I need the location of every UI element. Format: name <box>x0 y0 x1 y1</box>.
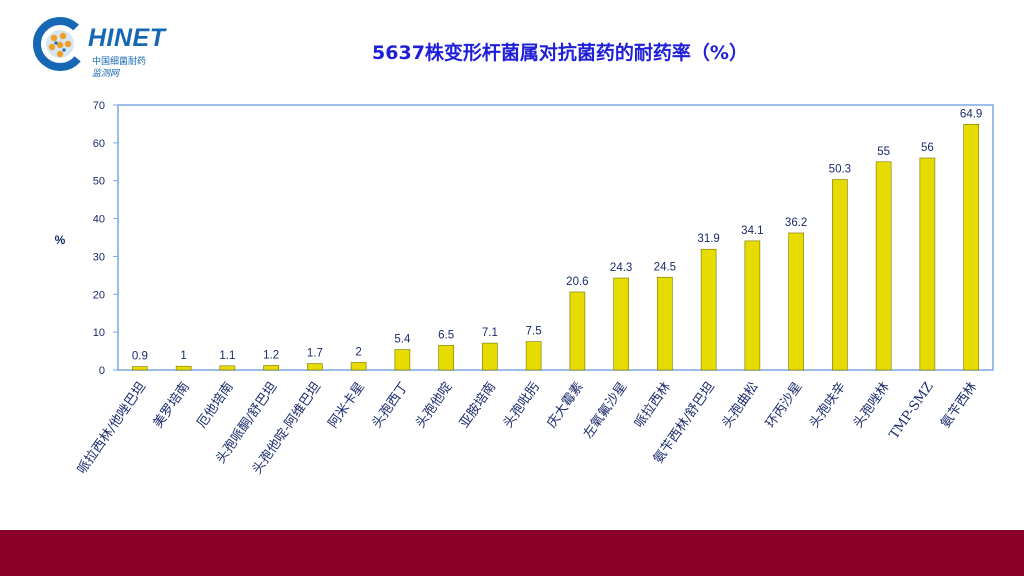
bar <box>788 232 804 371</box>
x-tick-label: 美罗培南 <box>150 379 193 431</box>
data-label: 6.5 <box>438 329 454 341</box>
bar <box>700 248 717 371</box>
x-tick-label: 头孢唑林 <box>850 379 893 431</box>
x-tick-label: TMP-SMZ <box>887 380 937 442</box>
y-axis-label: % <box>55 233 66 247</box>
bar <box>919 157 936 371</box>
x-tick-label: 头孢他啶 <box>413 380 455 431</box>
bar <box>875 161 892 371</box>
data-label: 1 <box>180 350 186 362</box>
y-tick-label: 20 <box>93 289 105 301</box>
x-tick-label: 头孢曲松 <box>720 380 762 431</box>
bar <box>219 365 236 371</box>
bar <box>350 362 367 371</box>
y-tick-label: 60 <box>93 138 105 150</box>
data-label: 2 <box>355 346 361 358</box>
y-tick-label: 0 <box>99 365 105 377</box>
data-label: 1.1 <box>219 350 235 362</box>
x-tick-label: 头孢西丁 <box>370 380 412 431</box>
data-label: 55 <box>877 146 890 158</box>
data-label: 7.5 <box>526 326 542 338</box>
y-tick-label: 40 <box>93 214 105 226</box>
bar <box>832 179 848 371</box>
data-label: 20.6 <box>566 276 588 288</box>
bar <box>307 363 323 371</box>
y-tick-label: 30 <box>93 251 105 263</box>
y-tick-label: 50 <box>93 176 105 188</box>
x-tick-label: 阿米卡星 <box>326 380 368 431</box>
x-tick-label: 厄他培南 <box>194 379 237 431</box>
x-tick-label: 左氧氟沙星 <box>581 380 631 442</box>
data-label: 5.4 <box>394 334 411 346</box>
x-tick-label: 头孢呋辛 <box>807 380 849 431</box>
data-label: 24.5 <box>654 261 676 273</box>
bar <box>132 366 148 371</box>
logo-subtitle-line1: 中国细菌耐药 <box>92 57 147 67</box>
bar <box>613 277 629 371</box>
x-tick-label: 亚胺培南 <box>456 379 499 431</box>
x-tick-label: 哌拉西林/他唑巴坦 <box>74 379 149 477</box>
bar <box>569 291 586 371</box>
x-tick-label: 哌拉西林 <box>631 379 674 431</box>
data-label: 36.2 <box>785 217 807 229</box>
data-label: 24.3 <box>610 262 632 274</box>
data-label: 56 <box>921 142 934 154</box>
logo-globe-icon <box>33 17 87 71</box>
footer-band <box>0 530 1024 576</box>
data-label: 34.1 <box>741 225 763 237</box>
y-tick-label: 10 <box>93 327 105 339</box>
bar <box>263 365 279 371</box>
plot-frame <box>117 104 994 371</box>
hinet-logo: HINET 中国细菌耐药 监测网 <box>30 14 180 79</box>
bar <box>394 349 411 371</box>
logo-subtitle-line2: 监测网 <box>92 69 120 79</box>
bar <box>175 365 192 371</box>
bar <box>438 345 454 371</box>
data-label: 1.7 <box>307 348 323 360</box>
data-label: 31.9 <box>697 233 719 245</box>
x-tick-label: 环丙沙星 <box>763 380 805 431</box>
bar-chart: % 0 10 20 30 40 50 60 70 0.9 哌拉西林/他唑巴坦 1 美罗培南 1.1 厄他培… <box>55 100 994 477</box>
bar <box>744 240 761 371</box>
x-tick-label: 氨苄西林 <box>938 380 980 431</box>
data-label: 1.2 <box>263 349 279 361</box>
x-tick-label: 庆大霉素 <box>545 380 587 431</box>
chart-title: 5637株变形杆菌属对抗菌药的耐药率（%） <box>372 42 748 64</box>
bar <box>525 341 542 371</box>
bar <box>963 124 979 371</box>
y-tick-label: 70 <box>93 100 105 112</box>
x-tick-label: 头孢吡肟 <box>501 380 543 431</box>
data-label: 50.3 <box>829 164 851 176</box>
data-label: 7.1 <box>482 327 498 339</box>
data-label: 64.9 <box>960 108 982 120</box>
data-label: 0.9 <box>132 351 148 363</box>
bar <box>482 342 498 371</box>
logo-brand-text: HINET <box>88 24 166 52</box>
bar <box>657 276 673 371</box>
